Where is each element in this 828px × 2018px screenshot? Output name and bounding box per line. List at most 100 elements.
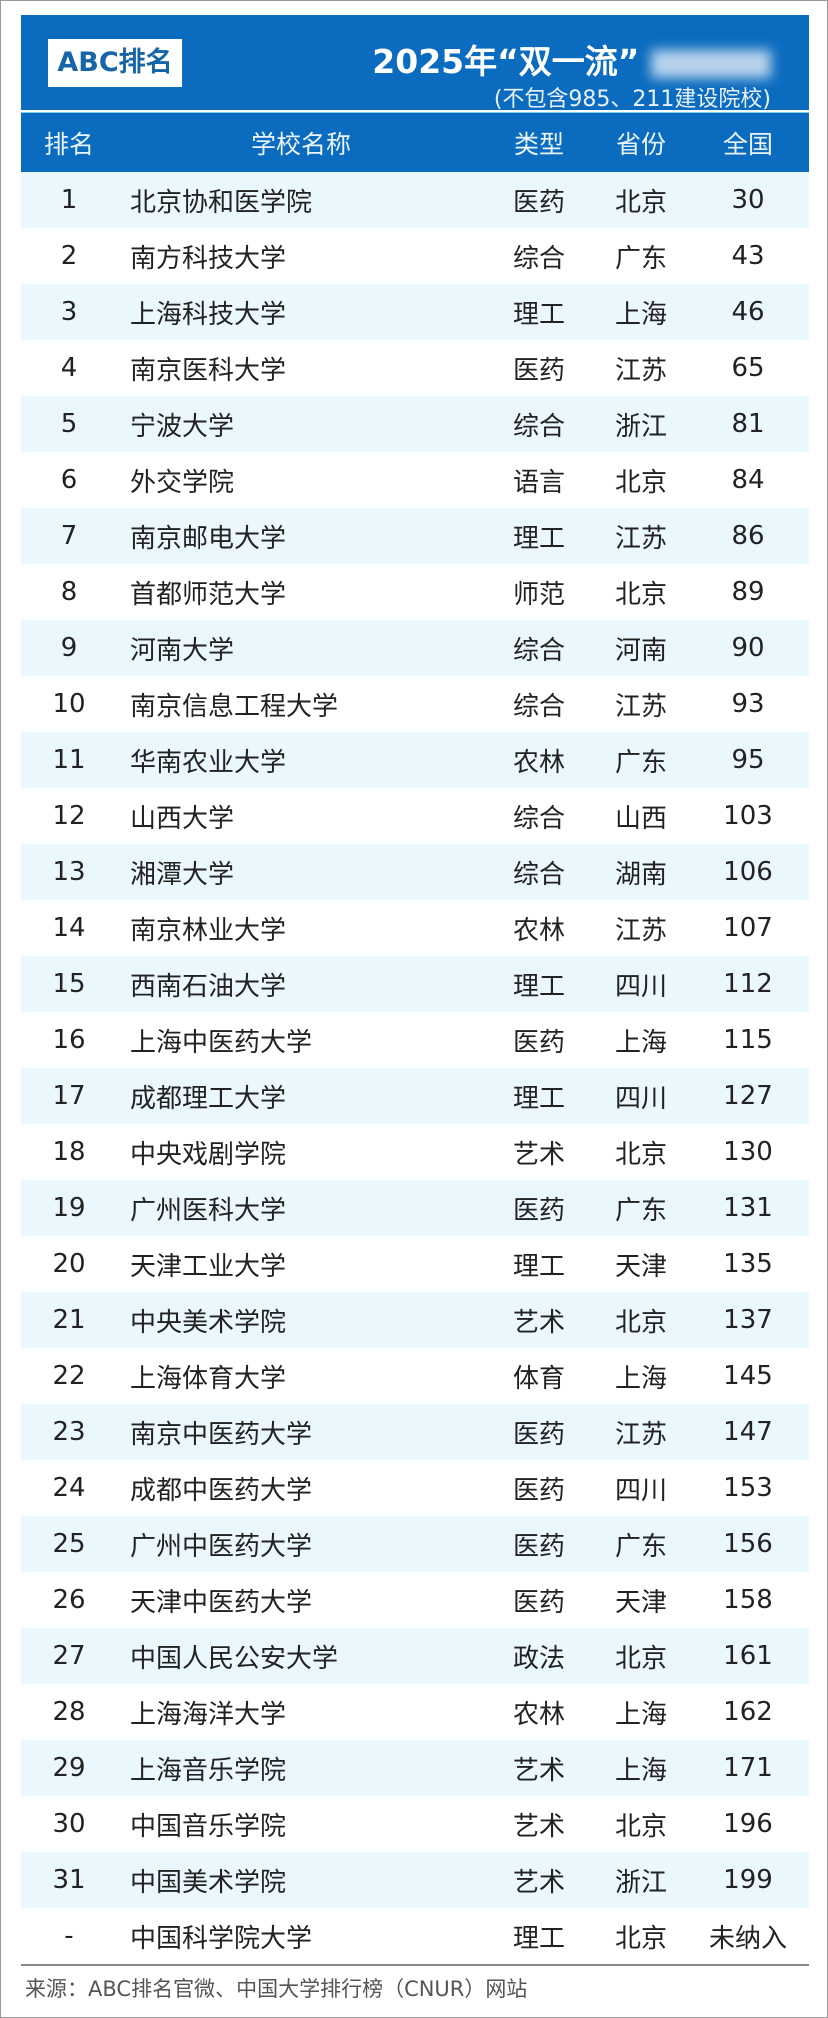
cell-school-name: 中央美术学院 — [130, 1307, 287, 1338]
header-national: 全国 — [722, 129, 773, 159]
table-row: 25 广州中医药大学 医药 广东 156 — [21, 1516, 809, 1572]
cell-rank: - — [64, 1921, 74, 1951]
cell-type: 农林 — [512, 1699, 565, 1730]
cell-school-name: 上海体育大学 — [130, 1363, 287, 1394]
cell-rank: 2 — [60, 241, 78, 271]
cell-school-name: 南方科技大学 — [130, 243, 287, 274]
cell-type: 艺术 — [512, 1755, 565, 1786]
cell-school-name: 广州中医药大学 — [130, 1531, 313, 1562]
cell-rank: 10 — [52, 689, 86, 719]
cell-national-rank: 未纳入 — [708, 1923, 787, 1954]
header-rank: 排名 — [43, 129, 94, 159]
header-name: 学校名称 — [251, 129, 352, 159]
cell-national-rank: 161 — [723, 1641, 773, 1671]
table-row: 15 西南石油大学 理工 四川 112 — [21, 956, 809, 1012]
cell-type: 综合 — [512, 411, 565, 442]
cell-school-name: 天津中医药大学 — [130, 1587, 313, 1618]
cell-national-rank: 131 — [723, 1193, 773, 1223]
cell-rank: 12 — [52, 801, 86, 831]
cell-national-rank: 107 — [723, 913, 773, 943]
cell-province: 北京 — [614, 467, 667, 498]
cell-national-rank: 95 — [731, 745, 765, 775]
cell-rank: 3 — [60, 297, 78, 327]
cell-school-name: 上海科技大学 — [130, 299, 287, 330]
cell-rank: 11 — [52, 745, 86, 775]
cell-rank: 15 — [52, 969, 86, 999]
cell-province: 天津 — [614, 1251, 667, 1282]
cell-rank: 31 — [52, 1865, 86, 1895]
cell-province: 上海 — [614, 299, 667, 330]
cell-school-name: 华南农业大学 — [130, 747, 287, 778]
cell-rank: 5 — [60, 409, 78, 439]
table-row: 5 宁波大学 综合 浙江 81 — [21, 396, 809, 452]
table-row: - 中国科学院大学 理工 北京 未纳入 — [21, 1908, 809, 1964]
table-row: 16 上海中医药大学 医药 上海 115 — [21, 1012, 809, 1068]
cell-rank: 26 — [52, 1585, 86, 1615]
table-row: 20 天津工业大学 理工 天津 135 — [21, 1236, 809, 1292]
table-row: 26 天津中医药大学 医药 天津 158 — [21, 1572, 809, 1628]
cell-type: 医药 — [512, 187, 565, 218]
cell-school-name: 中国科学院大学 — [130, 1923, 313, 1954]
cell-type: 理工 — [512, 299, 565, 330]
cell-school-name: 成都理工大学 — [130, 1083, 287, 1114]
cell-national-rank: 90 — [731, 633, 765, 663]
cell-rank: 17 — [52, 1081, 86, 1111]
cell-rank: 7 — [60, 521, 78, 551]
cell-national-rank: 93 — [731, 689, 765, 719]
cell-school-name: 南京中医药大学 — [130, 1419, 313, 1450]
cell-national-rank: 158 — [723, 1585, 773, 1615]
cell-province: 江苏 — [614, 691, 667, 722]
cell-type: 师范 — [512, 579, 565, 610]
cell-school-name: 南京林业大学 — [130, 915, 287, 946]
cell-rank: 16 — [52, 1025, 86, 1055]
cell-national-rank: 84 — [731, 465, 765, 495]
cell-type: 理工 — [512, 1923, 565, 1954]
cell-school-name: 上海音乐学院 — [130, 1755, 287, 1786]
cell-province: 广东 — [614, 1531, 667, 1562]
cell-type: 理工 — [512, 1083, 565, 1114]
cell-national-rank: 145 — [723, 1361, 773, 1391]
cell-province: 河南 — [614, 635, 667, 666]
cell-national-rank: 147 — [723, 1417, 773, 1447]
table-row: 24 成都中医药大学 医药 四川 153 — [21, 1460, 809, 1516]
cell-rank: 22 — [52, 1361, 86, 1391]
cell-province: 上海 — [614, 1027, 667, 1058]
cell-type: 艺术 — [512, 1811, 565, 1842]
cell-rank: 20 — [52, 1249, 86, 1279]
ranking-table-body: 1 北京协和医学院 医药 北京 30 2 南方科技大学 综合 广东 43 3 上海科技大学 理工 上海 46… — [21, 172, 809, 1964]
cell-rank: 28 — [52, 1697, 86, 1727]
cell-national-rank: 115 — [723, 1025, 773, 1055]
table-row: 28 上海海洋大学 农林 上海 162 — [21, 1684, 809, 1740]
cell-national-rank: 112 — [723, 969, 773, 999]
cell-rank: 25 — [52, 1529, 86, 1559]
cell-school-name: 南京邮电大学 — [130, 523, 287, 554]
cell-rank: 1 — [60, 185, 78, 215]
cell-school-name: 上海中医药大学 — [130, 1027, 313, 1058]
cell-type: 医药 — [512, 1587, 565, 1618]
cell-school-name: 中国音乐学院 — [130, 1811, 287, 1842]
cell-province: 北京 — [614, 1923, 667, 1954]
cell-rank: 29 — [52, 1753, 86, 1783]
cell-type: 语言 — [512, 467, 565, 498]
cell-rank: 4 — [60, 353, 78, 383]
cell-school-name: 河南大学 — [130, 635, 235, 666]
cell-province: 江苏 — [614, 523, 667, 554]
cell-province: 上海 — [614, 1755, 667, 1786]
cell-province: 广东 — [614, 243, 667, 274]
table-row: 12 山西大学 综合 山西 103 — [21, 788, 809, 844]
cell-national-rank: 81 — [731, 409, 765, 439]
cell-school-name: 南京医科大学 — [130, 355, 287, 386]
table-row: 21 中央美术学院 艺术 北京 137 — [21, 1292, 809, 1348]
title-text: 2025年“双一流” — [372, 42, 640, 81]
cell-school-name: 中央戏剧学院 — [130, 1139, 287, 1170]
cell-province: 上海 — [614, 1699, 667, 1730]
cell-national-rank: 199 — [723, 1865, 773, 1895]
cell-province: 浙江 — [614, 1867, 667, 1898]
cell-rank: 8 — [60, 577, 78, 607]
cell-rank: 6 — [60, 465, 78, 495]
cell-type: 理工 — [512, 1251, 565, 1282]
cell-type: 医药 — [512, 1195, 565, 1226]
table-row: 3 上海科技大学 理工 上海 46 — [21, 284, 809, 340]
table-row: 8 首都师范大学 师范 北京 89 — [21, 564, 809, 620]
cell-school-name: 天津工业大学 — [130, 1251, 287, 1282]
